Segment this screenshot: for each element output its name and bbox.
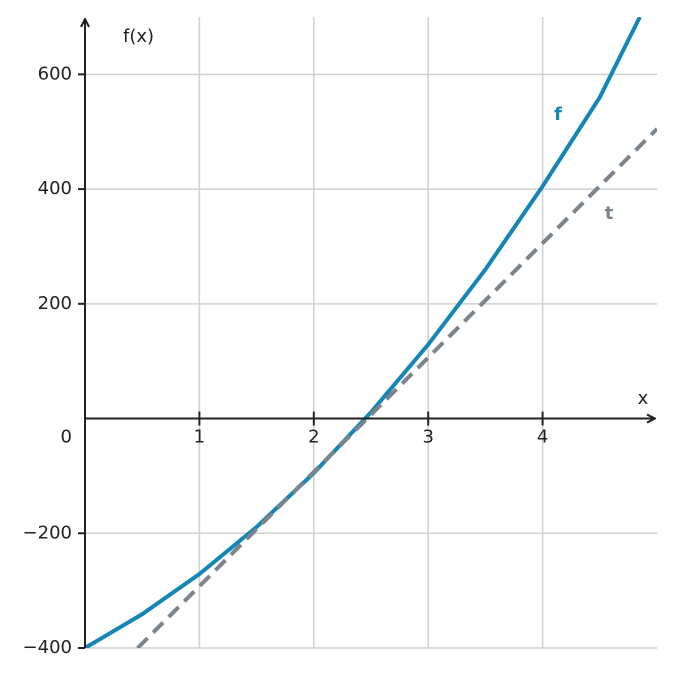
- x-tick-label: 2: [308, 427, 319, 448]
- y-tick-label: 400: [38, 178, 72, 199]
- x-tick-label: 3: [422, 427, 433, 448]
- plot-area: [85, 17, 657, 648]
- grid: [85, 17, 657, 649]
- y-axis-label: f(x): [123, 26, 154, 47]
- y-tick-label: −400: [23, 637, 72, 658]
- x-tick-label: 4: [537, 427, 548, 448]
- axes: −400 −200 0 200 400 600 1 2 3 4: [23, 19, 655, 658]
- y-tick-label: 200: [38, 293, 72, 314]
- series-label: t: [605, 203, 614, 224]
- y-tick-label: −200: [23, 522, 72, 543]
- y-tick-label: 0: [61, 427, 72, 448]
- series-line: [136, 127, 657, 648]
- y-tick-label: 600: [38, 63, 72, 84]
- x-tick-label: 1: [194, 427, 205, 448]
- x-axis-label: x: [638, 388, 649, 409]
- series-label: f: [554, 104, 562, 125]
